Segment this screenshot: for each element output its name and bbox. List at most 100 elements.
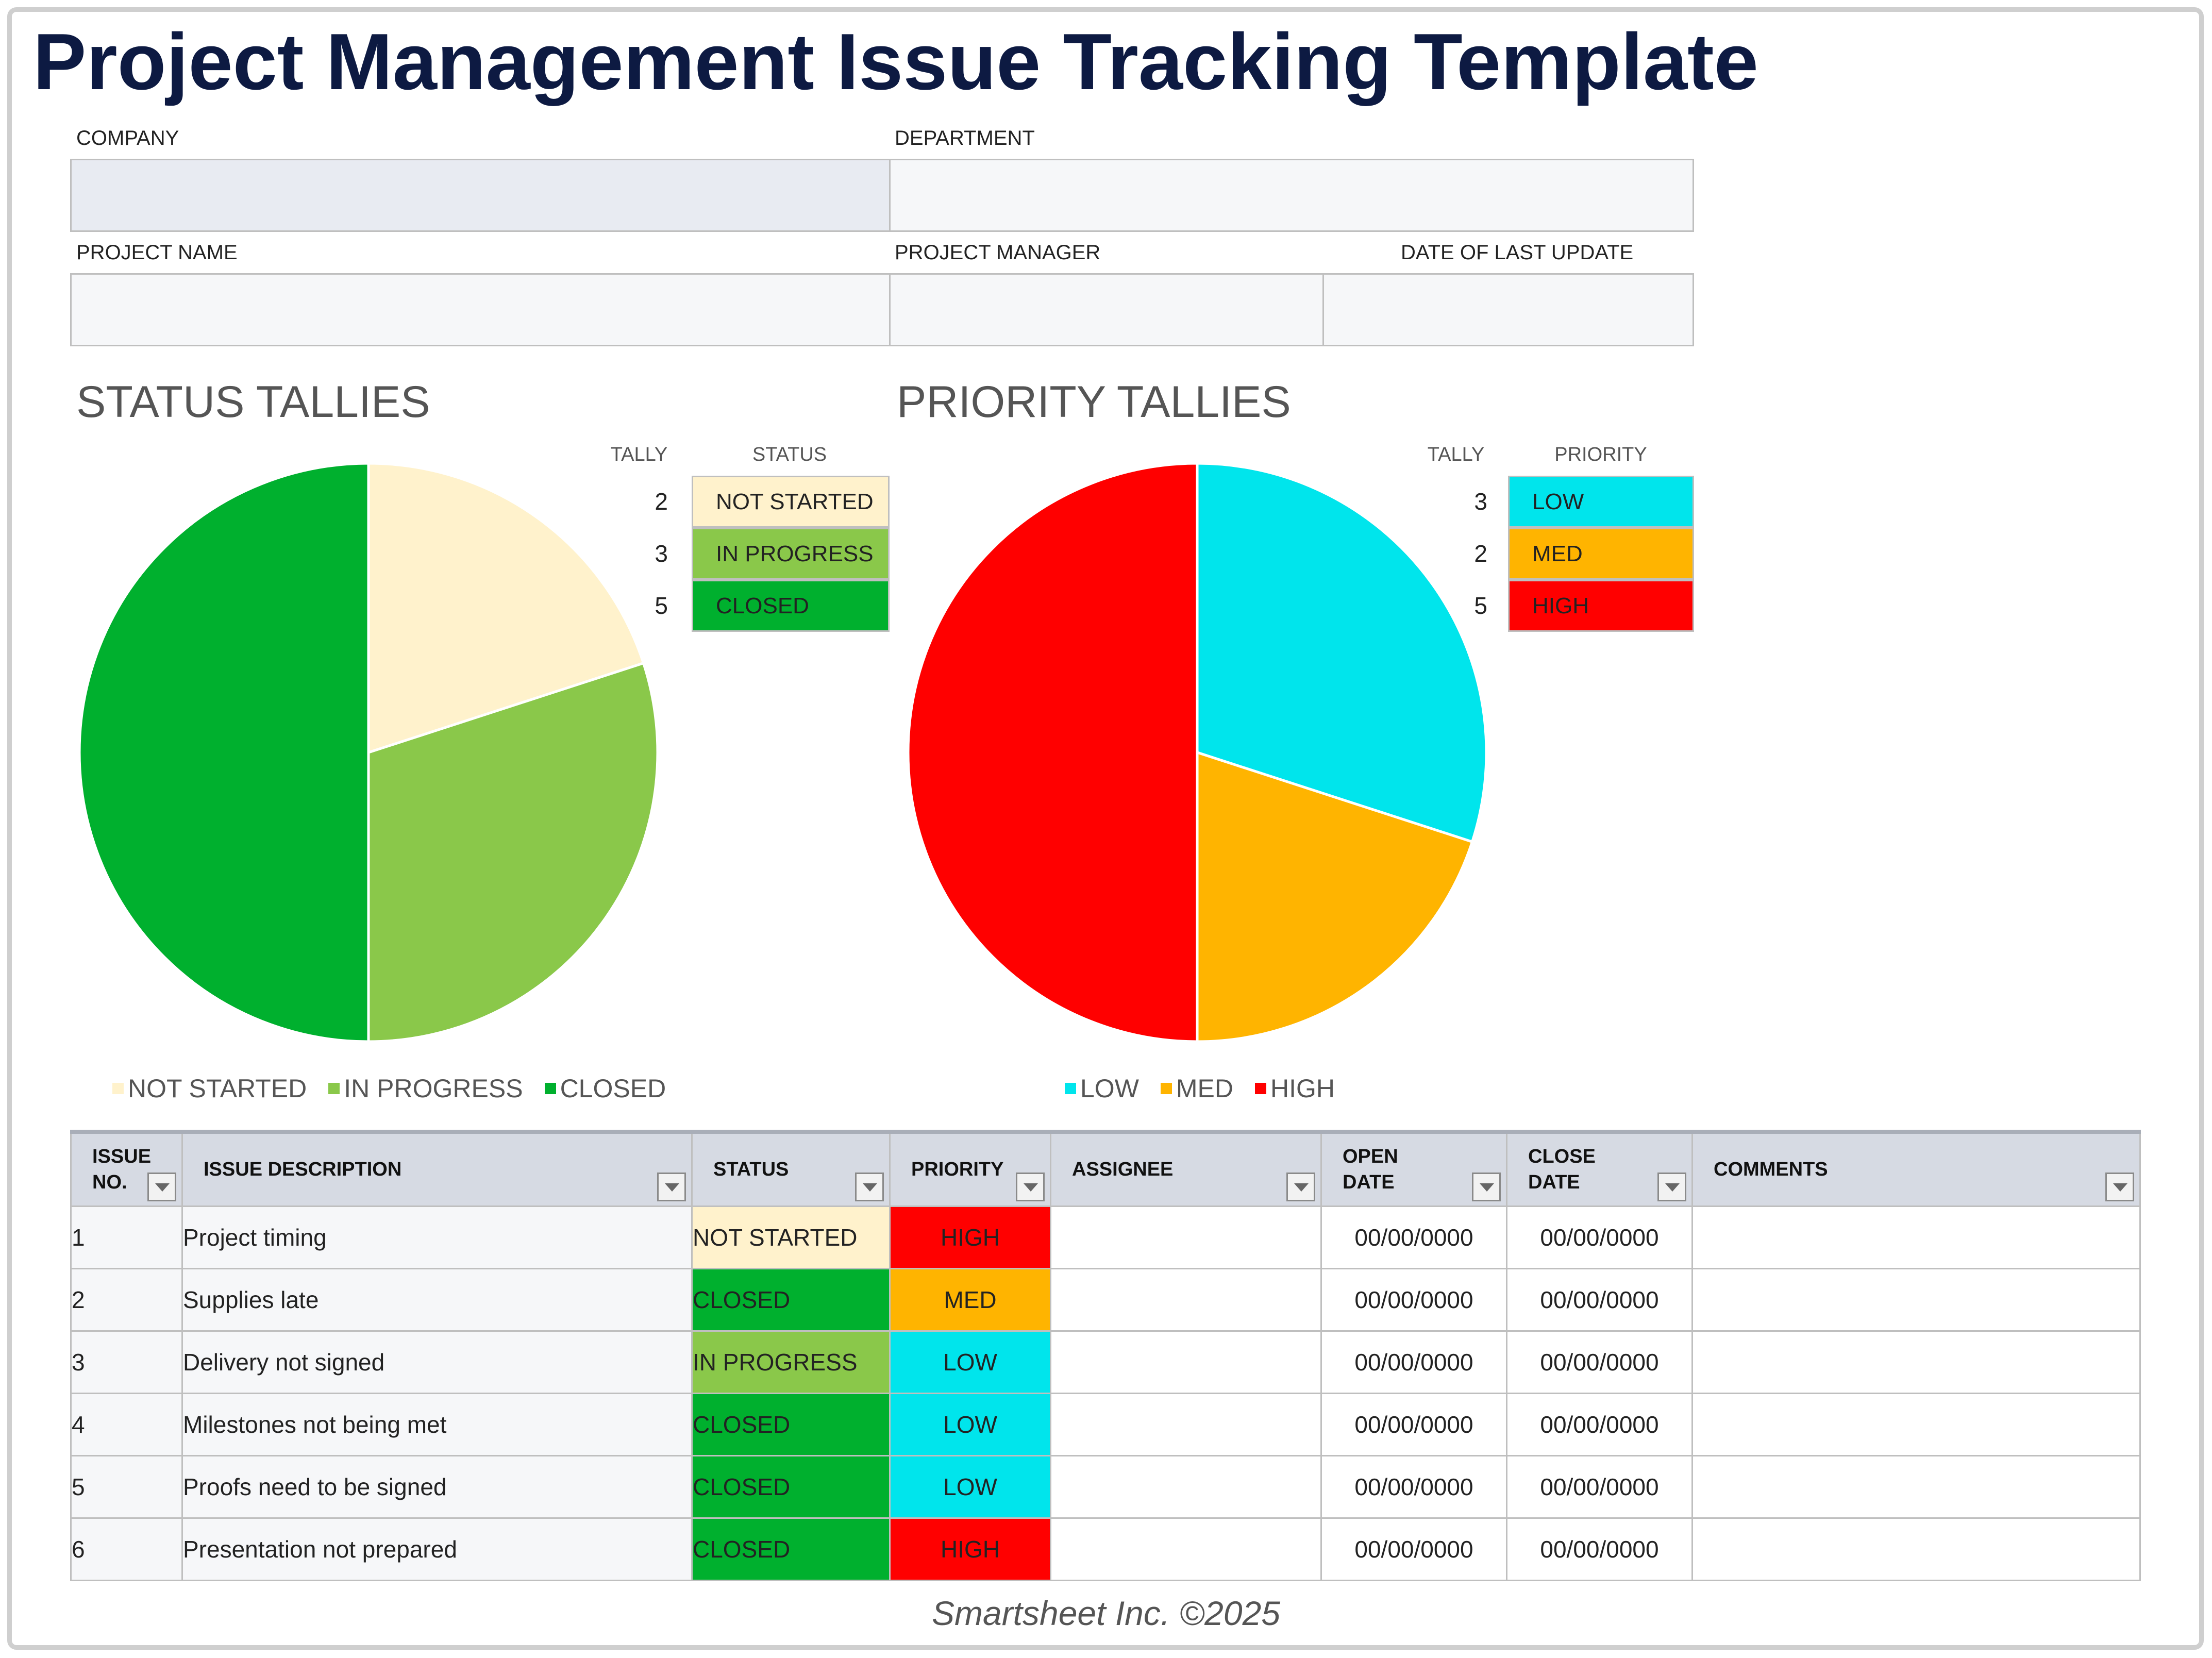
col-issue-no: ISSUE NO. xyxy=(70,1131,183,1207)
issue-description-cell[interactable]: Delivery not signed xyxy=(181,1330,693,1394)
department-field[interactable] xyxy=(889,159,1694,232)
issue-description-cell[interactable]: Milestones not being met xyxy=(181,1392,693,1456)
department-label: DEPARTMENT xyxy=(895,127,1035,149)
priority-cell[interactable]: LOW xyxy=(889,1392,1051,1456)
legend-swatch xyxy=(1255,1082,1267,1094)
open-date-cell[interactable]: 00/00/0000 xyxy=(1320,1517,1507,1581)
pie-slice-med xyxy=(1196,750,1474,1043)
comments-cell[interactable] xyxy=(1691,1330,2141,1394)
legend-label: NOT STARTED xyxy=(128,1074,307,1103)
priority-cell[interactable]: MED xyxy=(889,1267,1051,1332)
table-row[interactable]: 6 Presentation not prepared CLOSED HIGH … xyxy=(70,1517,2141,1581)
close-date-cell[interactable]: 00/00/0000 xyxy=(1506,1454,1693,1519)
status-tally-value: 5 xyxy=(655,592,668,619)
company-field[interactable] xyxy=(70,159,891,232)
table-header-row: ISSUE NO. ISSUE DESCRIPTION STATUS PRIORI… xyxy=(70,1131,2141,1207)
status-cell[interactable]: CLOSED xyxy=(691,1454,891,1519)
table-row[interactable]: 1 Project timing NOT STARTED HIGH 00/00/… xyxy=(70,1205,2141,1269)
priority-cell[interactable]: HIGH xyxy=(889,1205,1051,1269)
priority-tally-value: 2 xyxy=(1474,540,1487,567)
status-cell[interactable]: NOT STARTED xyxy=(691,1205,891,1269)
filter-dropdown-icon[interactable] xyxy=(147,1172,176,1201)
close-date-cell[interactable]: 00/00/0000 xyxy=(1506,1392,1693,1456)
close-date-cell[interactable]: 00/00/0000 xyxy=(1506,1517,1693,1581)
status-status-header: STATUS xyxy=(752,444,827,465)
issue-no-cell[interactable]: 3 xyxy=(70,1330,183,1394)
col-open-date: OPEN DATE xyxy=(1320,1131,1507,1207)
filter-dropdown-icon[interactable] xyxy=(1657,1172,1686,1201)
issue-description-cell[interactable]: Presentation not prepared xyxy=(181,1517,693,1581)
legend-item-not-started: NOT STARTED xyxy=(112,1074,307,1103)
priority-cell[interactable]: HIGH xyxy=(889,1517,1051,1581)
issue-no-cell[interactable]: 2 xyxy=(70,1267,183,1332)
comments-cell[interactable] xyxy=(1691,1267,2141,1332)
legend-swatch xyxy=(112,1082,124,1094)
header-text: DATE xyxy=(1528,1171,1580,1194)
assignee-cell[interactable] xyxy=(1050,1267,1322,1332)
status-cell[interactable]: CLOSED xyxy=(691,1267,891,1332)
col-assignee: ASSIGNEE xyxy=(1050,1131,1322,1207)
filter-dropdown-icon[interactable] xyxy=(2105,1172,2134,1201)
priority-cell[interactable]: LOW xyxy=(889,1454,1051,1519)
issue-description-cell[interactable]: Proofs need to be signed xyxy=(181,1454,693,1519)
table-row[interactable]: 5 Proofs need to be signed CLOSED LOW 00… xyxy=(70,1454,2141,1519)
last-update-label: DATE OF LAST UPDATE xyxy=(1401,241,1634,264)
assignee-cell[interactable] xyxy=(1050,1205,1322,1269)
filter-dropdown-icon[interactable] xyxy=(1472,1172,1501,1201)
legend-item-low: LOW xyxy=(1065,1074,1139,1103)
status-tally-header: TALLY xyxy=(610,444,668,465)
open-date-cell[interactable]: 00/00/0000 xyxy=(1320,1392,1507,1456)
legend-swatch xyxy=(1065,1082,1076,1094)
close-date-cell[interactable]: 00/00/0000 xyxy=(1506,1330,1693,1394)
issue-description-cell[interactable]: Project timing xyxy=(181,1205,693,1269)
header-text: DATE xyxy=(1343,1171,1395,1194)
status-tally-value: 2 xyxy=(655,488,668,515)
priority-legend-cell: HIGH xyxy=(1508,580,1694,632)
comments-cell[interactable] xyxy=(1691,1454,2141,1519)
open-date-cell[interactable]: 00/00/0000 xyxy=(1320,1267,1507,1332)
header-text: ISSUE xyxy=(92,1146,152,1168)
comments-cell[interactable] xyxy=(1691,1392,2141,1456)
project-name-field[interactable] xyxy=(70,273,891,346)
last-update-field[interactable] xyxy=(1322,273,1694,346)
filter-dropdown-icon[interactable] xyxy=(1016,1172,1045,1201)
priority-tally-value: 3 xyxy=(1474,488,1487,515)
status-cell[interactable]: CLOSED xyxy=(691,1517,891,1581)
issue-no-cell[interactable]: 5 xyxy=(70,1454,183,1519)
issue-no-cell[interactable]: 6 xyxy=(70,1517,183,1581)
filter-dropdown-icon[interactable] xyxy=(855,1172,884,1201)
col-priority: PRIORITY xyxy=(889,1131,1051,1207)
assignee-cell[interactable] xyxy=(1050,1330,1322,1394)
comments-cell[interactable] xyxy=(1691,1205,2141,1269)
issue-no-cell[interactable]: 1 xyxy=(70,1205,183,1269)
open-date-cell[interactable]: 00/00/0000 xyxy=(1320,1205,1507,1269)
legend-item-med: MED xyxy=(1160,1074,1234,1103)
project-manager-field[interactable] xyxy=(889,273,1324,346)
col-status: STATUS xyxy=(691,1131,891,1207)
status-cell[interactable]: IN PROGRESS xyxy=(691,1330,891,1394)
issue-no-cell[interactable]: 4 xyxy=(70,1392,183,1456)
table-row[interactable]: 2 Supplies late CLOSED MED 00/00/0000 00… xyxy=(70,1267,2141,1332)
priority-cell[interactable]: LOW xyxy=(889,1330,1051,1394)
assignee-cell[interactable] xyxy=(1050,1392,1322,1456)
col-comments: COMMENTS xyxy=(1691,1131,2141,1207)
status-legend-cell: NOT STARTED xyxy=(692,476,890,528)
status-cell[interactable]: CLOSED xyxy=(691,1392,891,1456)
status-pie-chart xyxy=(78,462,659,1043)
open-date-cell[interactable]: 00/00/0000 xyxy=(1320,1330,1507,1394)
legend-swatch xyxy=(328,1082,340,1094)
issue-description-cell[interactable]: Supplies late xyxy=(181,1267,693,1332)
assignee-cell[interactable] xyxy=(1050,1454,1322,1519)
status-legend-cell: CLOSED xyxy=(692,580,890,632)
filter-dropdown-icon[interactable] xyxy=(657,1172,686,1201)
table-row[interactable]: 4 Milestones not being met CLOSED LOW 00… xyxy=(70,1392,2141,1456)
comments-cell[interactable] xyxy=(1691,1517,2141,1581)
assignee-cell[interactable] xyxy=(1050,1517,1322,1581)
close-date-cell[interactable]: 00/00/0000 xyxy=(1506,1267,1693,1332)
close-date-cell[interactable]: 00/00/0000 xyxy=(1506,1205,1693,1269)
table-row[interactable]: 3 Delivery not signed IN PROGRESS LOW 00… xyxy=(70,1330,2141,1394)
filter-dropdown-icon[interactable] xyxy=(1286,1172,1315,1201)
legend-label: MED xyxy=(1176,1074,1234,1103)
open-date-cell[interactable]: 00/00/0000 xyxy=(1320,1454,1507,1519)
legend-label: IN PROGRESS xyxy=(344,1074,523,1103)
